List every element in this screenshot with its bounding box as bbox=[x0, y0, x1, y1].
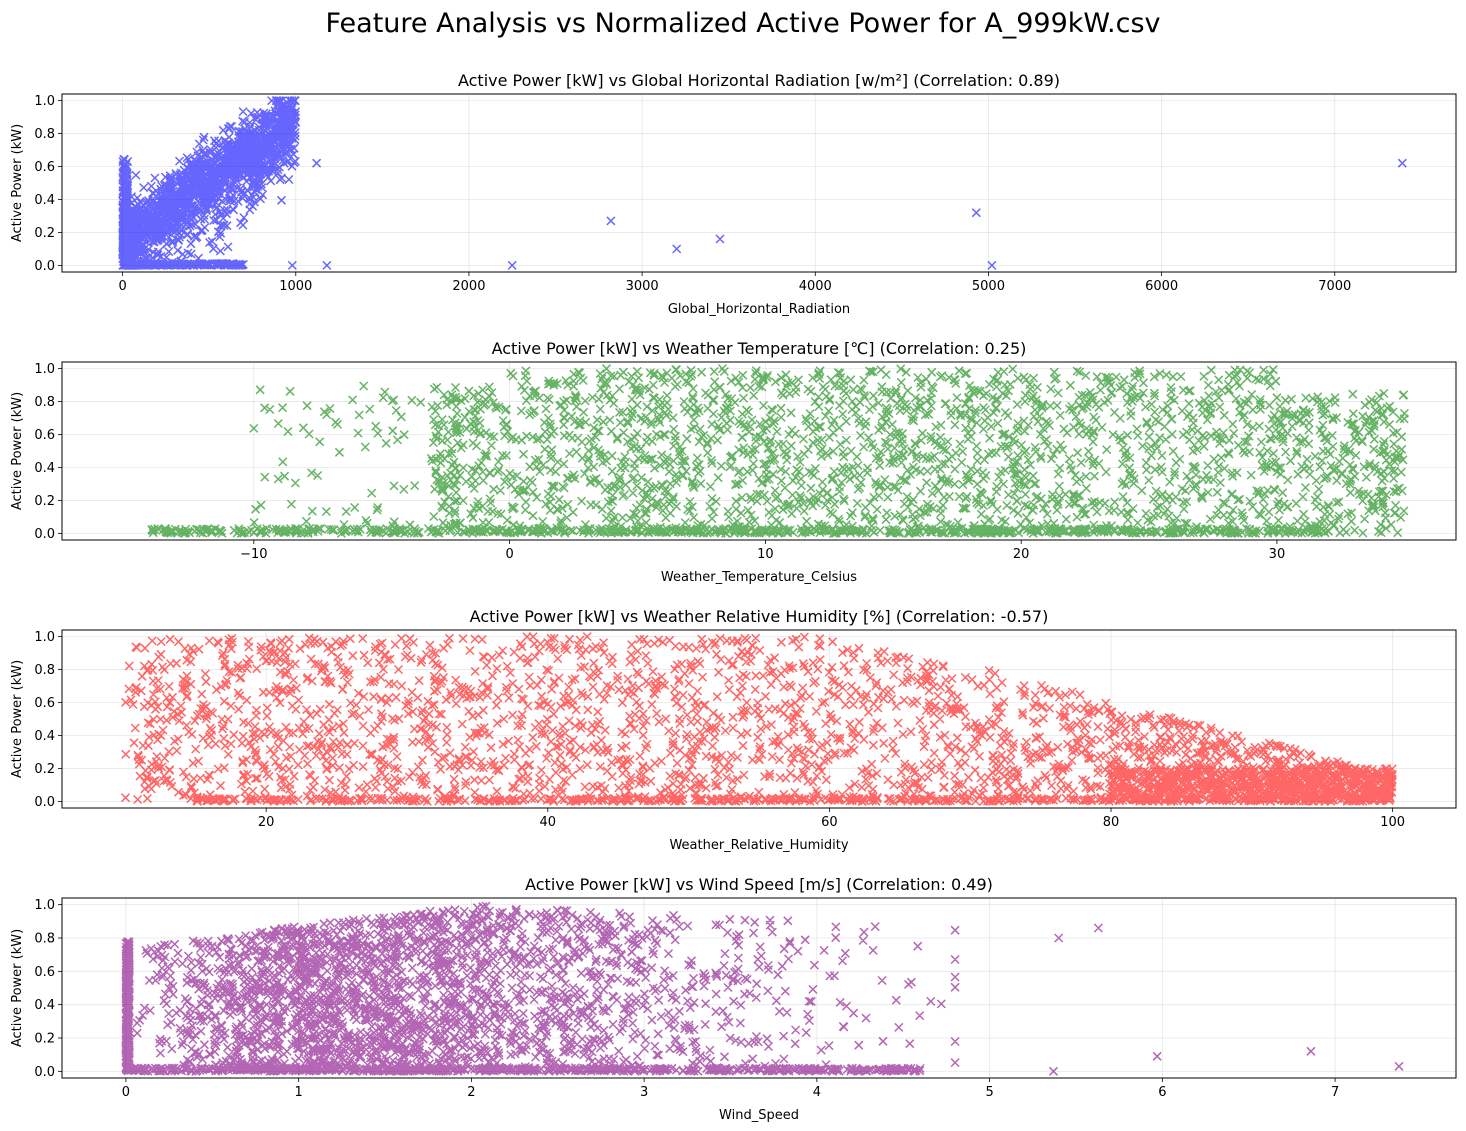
subplot-4: 0 1 2 3 4 5 6 7 0.0 0.2 0.4 0.6 0.8 1.0 Active Power [… bbox=[10, 875, 1457, 1123]
x-tick-label: 6 bbox=[1158, 1085, 1166, 1100]
x-tick-label: 30 bbox=[1269, 547, 1286, 562]
y-tick-label: 0.8 bbox=[34, 395, 55, 410]
x-tick-label: −10 bbox=[240, 547, 267, 562]
x-tick-label: 2000 bbox=[452, 279, 485, 294]
scatter-points bbox=[120, 632, 1397, 806]
y-tick-label: 0.6 bbox=[34, 160, 55, 175]
scatter-marker bbox=[118, 96, 1407, 270]
x-axis-label: Wind_Speed bbox=[719, 1108, 799, 1123]
x-axis-label: Weather_Temperature_Celsius bbox=[661, 570, 857, 585]
axes-frame bbox=[61, 897, 1457, 1079]
x-tick-label: 0 bbox=[118, 279, 126, 294]
x-tick-label: 10 bbox=[757, 547, 774, 562]
y-axis-label: Active Power (kW) bbox=[10, 124, 25, 242]
subplot-title: Active Power [kW] vs Weather Temperature… bbox=[492, 339, 1027, 358]
y-tick-label: 1.0 bbox=[34, 898, 55, 913]
y-tick-label: 1.0 bbox=[34, 362, 55, 377]
y-tick-label: 0.8 bbox=[34, 932, 55, 947]
x-tick-label: 60 bbox=[821, 815, 838, 830]
y-axis-label: Active Power (kW) bbox=[10, 392, 25, 510]
y-tick-label: 0.4 bbox=[34, 193, 55, 208]
y-tick-label: 0.2 bbox=[34, 226, 55, 241]
x-tick-label: 2 bbox=[467, 1085, 475, 1100]
subplot-title: Active Power [kW] vs Wind Speed [m/s] (C… bbox=[525, 875, 993, 894]
subplot-2: −10 0 10 20 30 0.0 0.2 0.4 0.6 0.8 1.0 Active Power… bbox=[10, 339, 1457, 585]
subplots: 0 1000 2000 3000 4000 5000 6000 70000.00.20.40.… bbox=[10, 71, 1457, 1123]
x-axis-label: Weather_Relative_Humidity bbox=[669, 838, 848, 853]
y-tick-label: 0.0 bbox=[34, 795, 55, 810]
axes-frame bbox=[61, 361, 1457, 541]
y-tick-label: 0.6 bbox=[34, 696, 55, 711]
y-tick-label: 0.4 bbox=[34, 729, 55, 744]
scatter-points bbox=[118, 96, 1407, 270]
subplot-title: Active Power [kW] vs Global Horizontal R… bbox=[458, 71, 1060, 90]
y-tick-label: 0.4 bbox=[34, 998, 55, 1013]
x-axis-label: Global_Horizontal_Radiation bbox=[668, 302, 850, 317]
x-tick-label: 7 bbox=[1331, 1085, 1339, 1100]
x-tick-label: 80 bbox=[1103, 815, 1120, 830]
x-tick-label: 6000 bbox=[1145, 279, 1178, 294]
grid-lines bbox=[62, 94, 1456, 272]
x-tick-label: 4 bbox=[813, 1085, 821, 1100]
y-tick-label: 0.6 bbox=[34, 965, 55, 980]
subplot-1: 0 1000 2000 3000 4000 5000 6000 7000 0.0 0.2 0.4 0.… bbox=[10, 71, 1457, 317]
scatter-marker bbox=[120, 632, 1397, 806]
x-tick-label: 4000 bbox=[799, 279, 832, 294]
figure-title: Feature Analysis vs Normalized Active Po… bbox=[326, 8, 1161, 39]
y-tick-label: 0.0 bbox=[34, 1065, 55, 1080]
x-tick-label: 1000 bbox=[279, 279, 312, 294]
x-tick-label: 3 bbox=[640, 1085, 648, 1100]
x-tick-label: 20 bbox=[258, 815, 275, 830]
y-tick-label: 0.8 bbox=[34, 663, 55, 678]
x-tick-label: 5 bbox=[985, 1085, 993, 1100]
y-tick-label: 0.6 bbox=[34, 428, 55, 443]
x-tick-label: 7000 bbox=[1318, 279, 1351, 294]
y-axis-label: Active Power (kW) bbox=[10, 660, 25, 778]
scatter-points bbox=[147, 364, 1409, 538]
y-tick-label: 0.2 bbox=[34, 762, 55, 777]
y-tick-label: 0.0 bbox=[34, 259, 55, 274]
y-tick-label: 1.0 bbox=[34, 630, 55, 645]
y-tick-label: 0.0 bbox=[34, 527, 55, 542]
y-tick-label: 0.8 bbox=[34, 127, 55, 142]
x-tick-label: 20 bbox=[1013, 547, 1030, 562]
scatter-points bbox=[121, 901, 1404, 1076]
y-tick-label: 0.4 bbox=[34, 461, 55, 476]
subplot-3: 20 40 60 80 100 0.0 0.2 0.4 0.6 0.8 1.0 Active Powe… bbox=[10, 607, 1457, 853]
scatter-marker bbox=[121, 901, 1404, 1076]
x-tick-label: 40 bbox=[540, 815, 557, 830]
axes-frame bbox=[61, 629, 1457, 809]
x-tick-label: 0 bbox=[505, 547, 513, 562]
x-tick-label: 0 bbox=[122, 1085, 130, 1100]
scatter-marker bbox=[147, 364, 1409, 538]
x-tick-label: 100 bbox=[1380, 815, 1405, 830]
x-tick-label: 1 bbox=[295, 1085, 303, 1100]
y-tick-label: 0.2 bbox=[34, 494, 55, 509]
axes-frame bbox=[61, 93, 1457, 273]
subplot-title: Active Power [kW] vs Weather Relative Hu… bbox=[470, 607, 1049, 626]
y-axis-label: Active Power (kW) bbox=[10, 929, 25, 1047]
y-tick-label: 0.2 bbox=[34, 1032, 55, 1047]
x-tick-label: 3000 bbox=[626, 279, 659, 294]
y-tick-label: 1.0 bbox=[34, 94, 55, 109]
x-tick-label: 5000 bbox=[972, 279, 1005, 294]
